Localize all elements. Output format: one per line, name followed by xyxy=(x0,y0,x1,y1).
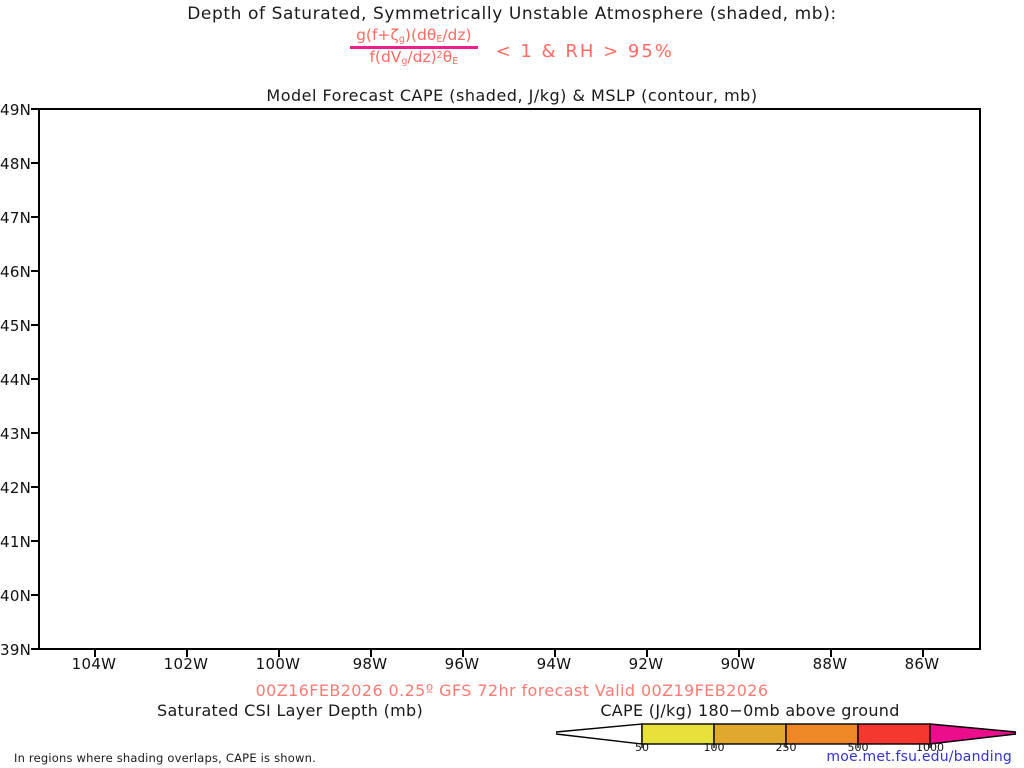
forecast-map[interactable]: 1004 1008 1004 1000 1006 1000 xyxy=(38,108,981,650)
lon-tick-104W xyxy=(94,650,96,657)
lon-tick-100W xyxy=(278,650,280,657)
fraction-numerator: g(f+ζg)(dθE/dz) xyxy=(356,26,472,45)
lon-label-104W: 104W xyxy=(71,655,117,673)
lat-tick-49N xyxy=(31,108,38,110)
lat-tick-39N xyxy=(31,648,38,650)
colorbar-ticks xyxy=(641,744,931,748)
lat-tick-46N xyxy=(31,270,38,272)
lat-tick-41N xyxy=(31,540,38,542)
lat-tick-48N xyxy=(31,162,38,164)
lon-tick-94W xyxy=(554,650,556,657)
lon-label-96W: 96W xyxy=(444,655,480,673)
csi-criterion-formula: g(f+ζg)(dθE/dz) f(dVg/dz)2θE < 1 & RH > … xyxy=(0,26,1024,67)
lat-tick-42N xyxy=(31,486,38,488)
lat-label-47N: 47N xyxy=(0,209,32,227)
fraction: g(f+ζg)(dθE/dz) f(dVg/dz)2θE xyxy=(350,26,478,67)
colorbar-tick-250: 250 xyxy=(775,741,797,754)
lat-tick-47N xyxy=(31,216,38,218)
csi-legend-label: Saturated CSI Layer Depth (mb) xyxy=(157,701,423,720)
lat-tick-45N xyxy=(31,324,38,326)
lon-tick-86W xyxy=(922,650,924,657)
lon-label-102W: 102W xyxy=(163,655,209,673)
cape-legend-label: CAPE (J/kg) 180−0mb above ground xyxy=(600,701,900,720)
lat-label-44N: 44N xyxy=(0,371,32,389)
formula-condition: < 1 & RH > 95% xyxy=(495,41,674,62)
colorbar-tick-50: 50 xyxy=(635,741,649,754)
lon-tick-98W xyxy=(370,650,372,657)
formula-fraction: g(f+ζg)(dθE/dz) f(dVg/dz)2θE xyxy=(350,26,478,67)
lon-tick-102W xyxy=(186,650,188,657)
colorbar-tick-100: 100 xyxy=(703,741,725,754)
lon-tick-96W xyxy=(462,650,464,657)
lon-tick-88W xyxy=(830,650,832,657)
lat-label-43N: 43N xyxy=(0,425,32,443)
lat-label-40N: 40N xyxy=(0,587,32,605)
lon-label-90W: 90W xyxy=(720,655,756,673)
lat-label-49N: 49N xyxy=(0,101,32,119)
lon-tick-92W xyxy=(646,650,648,657)
lat-label-41N: 41N xyxy=(0,533,32,551)
lon-tick-90W xyxy=(738,650,740,657)
lat-tick-43N xyxy=(31,432,38,434)
colorbar-tick-1000: 1000 xyxy=(916,741,944,754)
lat-label-46N: 46N xyxy=(0,263,32,281)
source-url-link[interactable]: moe.met.fsu.edu/banding xyxy=(826,749,1012,765)
forecast-run-label: 00Z16FEB2026 0.25º GFS 72hr forecast Val… xyxy=(255,681,769,700)
colorbar-svg xyxy=(555,723,1017,748)
lat-tick-44N xyxy=(31,378,38,380)
lat-label-42N: 42N xyxy=(0,479,32,497)
lat-label-45N: 45N xyxy=(0,317,32,335)
cape-colorbar[interactable]: 50 100 250 500 1000 xyxy=(555,722,1017,756)
lon-label-98W: 98W xyxy=(352,655,388,673)
overlap-note: In regions where shading overlaps, CAPE … xyxy=(14,751,316,765)
colorbar-tick-500: 500 xyxy=(847,741,869,754)
lat-label-48N: 48N xyxy=(0,155,32,173)
lat-label-39N: 39N xyxy=(0,641,32,659)
lon-label-88W: 88W xyxy=(812,655,848,673)
lon-label-100W: 100W xyxy=(255,655,301,673)
lon-label-94W: 94W xyxy=(536,655,572,673)
page-title-primary: Depth of Saturated, Symmetrically Unstab… xyxy=(187,4,837,24)
lat-tick-40N xyxy=(31,594,38,596)
map-frame xyxy=(38,108,981,650)
fraction-denominator: f(dVg/dz)2θE xyxy=(350,45,478,67)
lon-label-86W: 86W xyxy=(904,655,940,673)
page-title-secondary: Model Forecast CAPE (shaded, J/kg) & MSL… xyxy=(266,86,758,105)
lon-label-92W: 92W xyxy=(628,655,664,673)
